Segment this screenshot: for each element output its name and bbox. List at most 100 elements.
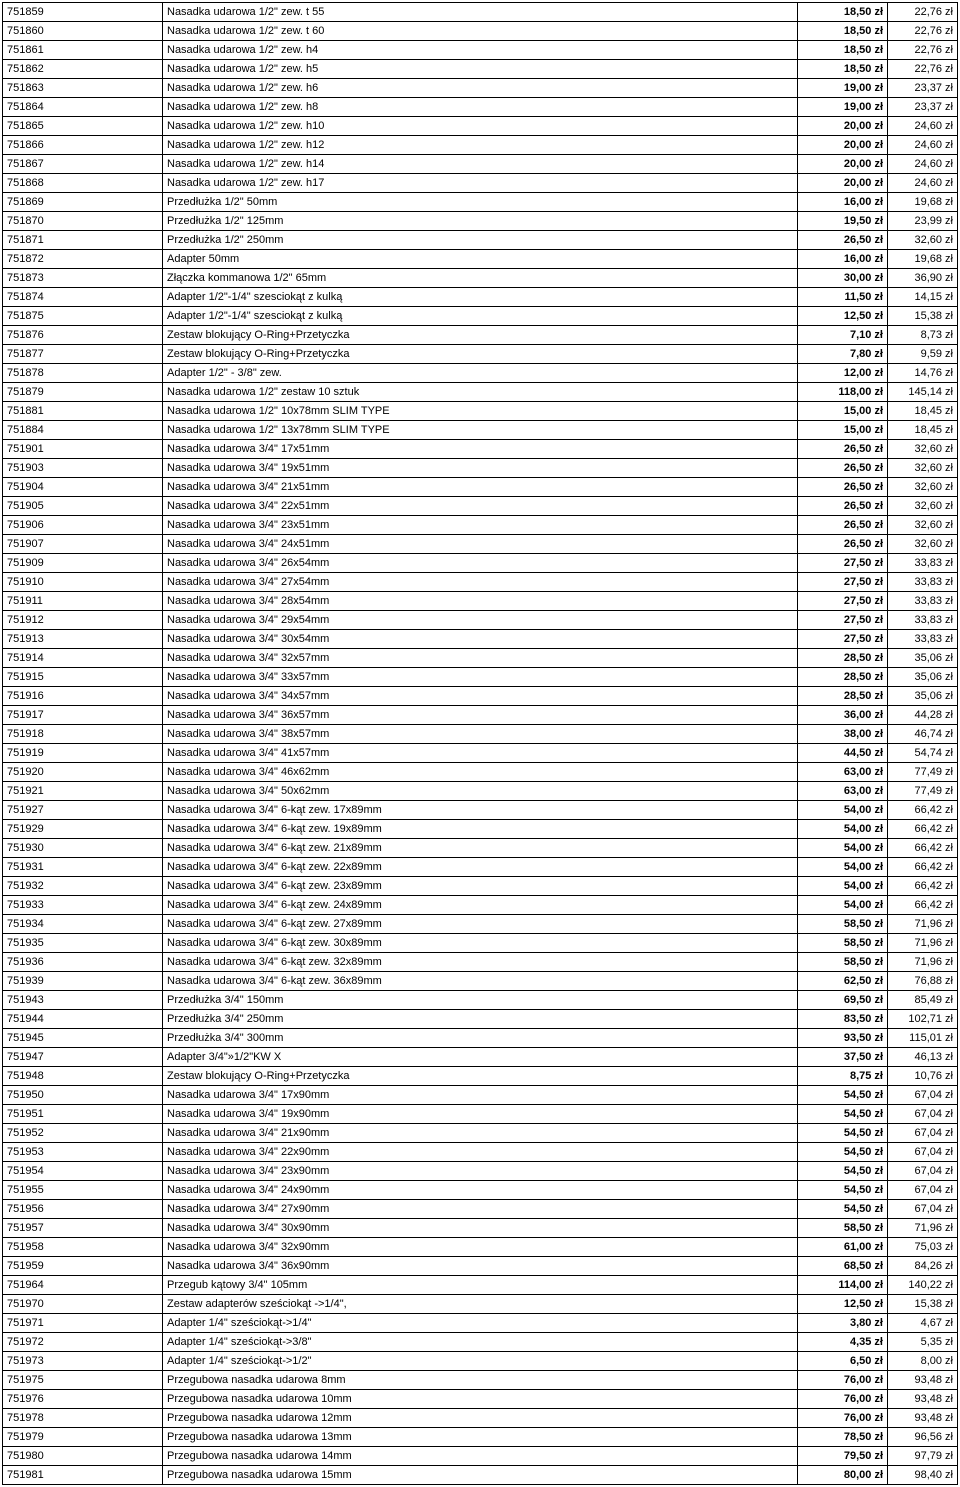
price-net: 4,35 zł xyxy=(798,1333,888,1352)
product-code: 751903 xyxy=(3,459,163,478)
price-net: 12,50 zł xyxy=(798,307,888,326)
price-net: 54,50 zł xyxy=(798,1105,888,1124)
price-gross: 24,60 zł xyxy=(888,174,958,193)
table-row: 751860Nasadka udarowa 1/2" zew. t 6018,5… xyxy=(3,22,958,41)
price-gross: 32,60 zł xyxy=(888,516,958,535)
price-net: 37,50 zł xyxy=(798,1048,888,1067)
price-gross: 32,60 zł xyxy=(888,440,958,459)
price-net: 26,50 zł xyxy=(798,459,888,478)
table-row: 751906Nasadka udarowa 3/4" 23x51mm26,50 … xyxy=(3,516,958,535)
product-code: 751952 xyxy=(3,1124,163,1143)
product-code: 751964 xyxy=(3,1276,163,1295)
price-gross: 32,60 zł xyxy=(888,231,958,250)
price-gross: 35,06 zł xyxy=(888,649,958,668)
price-gross: 22,76 zł xyxy=(888,22,958,41)
table-row: 751861Nasadka udarowa 1/2" zew. h418,50 … xyxy=(3,41,958,60)
table-row: 751930Nasadka udarowa 3/4" 6-kąt zew. 21… xyxy=(3,839,958,858)
price-gross: 46,13 zł xyxy=(888,1048,958,1067)
product-description: Nasadka udarowa 1/2" zew. h8 xyxy=(163,98,798,117)
price-net: 19,50 zł xyxy=(798,212,888,231)
table-row: 751957Nasadka udarowa 3/4" 30x90mm58,50 … xyxy=(3,1219,958,1238)
price-net: 15,00 zł xyxy=(798,421,888,440)
price-table-body: 751859Nasadka udarowa 1/2" zew. t 5518,5… xyxy=(3,3,958,1485)
table-row: 751971Adapter 1/4" sześciokąt->1/4"3,80 … xyxy=(3,1314,958,1333)
table-row: 751954Nasadka udarowa 3/4" 23x90mm54,50 … xyxy=(3,1162,958,1181)
price-net: 63,00 zł xyxy=(798,782,888,801)
product-description: Nasadka udarowa 1/2" zew. h10 xyxy=(163,117,798,136)
product-description: Nasadka udarowa 3/4" 6-kąt zew. 23x89mm xyxy=(163,877,798,896)
table-row: 751879Nasadka udarowa 1/2" zestaw 10 szt… xyxy=(3,383,958,402)
product-description: Nasadka udarowa 3/4" 30x90mm xyxy=(163,1219,798,1238)
product-code: 751955 xyxy=(3,1181,163,1200)
product-code: 751953 xyxy=(3,1143,163,1162)
product-description: Nasadka udarowa 3/4" 17x51mm xyxy=(163,440,798,459)
table-row: 751945Przedłużka 3/4" 300mm93,50 zł115,0… xyxy=(3,1029,958,1048)
product-description: Przedłużka 1/2" 125mm xyxy=(163,212,798,231)
price-gross: 67,04 zł xyxy=(888,1143,958,1162)
price-gross: 33,83 zł xyxy=(888,611,958,630)
price-gross: 115,01 zł xyxy=(888,1029,958,1048)
price-net: 79,50 zł xyxy=(798,1447,888,1466)
product-code: 751872 xyxy=(3,250,163,269)
product-description: Nasadka udarowa 1/2" zew. h17 xyxy=(163,174,798,193)
price-gross: 32,60 zł xyxy=(888,535,958,554)
price-gross: 76,88 zł xyxy=(888,972,958,991)
price-gross: 93,48 zł xyxy=(888,1409,958,1428)
product-code: 751912 xyxy=(3,611,163,630)
product-code: 751980 xyxy=(3,1447,163,1466)
table-row: 751920Nasadka udarowa 3/4" 46x62mm63,00 … xyxy=(3,763,958,782)
price-net: 8,75 zł xyxy=(798,1067,888,1086)
price-gross: 67,04 zł xyxy=(888,1105,958,1124)
table-row: 751878Adapter 1/2" - 3/8" zew.12,00 zł14… xyxy=(3,364,958,383)
price-net: 16,00 zł xyxy=(798,250,888,269)
price-gross: 71,96 zł xyxy=(888,934,958,953)
product-description: Nasadka udarowa 3/4" 22x90mm xyxy=(163,1143,798,1162)
price-net: 18,50 zł xyxy=(798,3,888,22)
price-net: 83,50 zł xyxy=(798,1010,888,1029)
table-row: 751865Nasadka udarowa 1/2" zew. h1020,00… xyxy=(3,117,958,136)
price-net: 28,50 zł xyxy=(798,668,888,687)
price-net: 28,50 zł xyxy=(798,649,888,668)
price-net: 58,50 zł xyxy=(798,953,888,972)
price-gross: 77,49 zł xyxy=(888,782,958,801)
product-code: 751919 xyxy=(3,744,163,763)
price-net: 54,00 zł xyxy=(798,877,888,896)
table-row: 751870Przedłużka 1/2" 125mm19,50 zł23,99… xyxy=(3,212,958,231)
price-gross: 24,60 zł xyxy=(888,136,958,155)
price-net: 78,50 zł xyxy=(798,1428,888,1447)
product-description: Przegubowa nasadka udarowa 10mm xyxy=(163,1390,798,1409)
price-net: 16,00 zł xyxy=(798,193,888,212)
product-code: 751973 xyxy=(3,1352,163,1371)
product-description: Przedłużka 3/4" 150mm xyxy=(163,991,798,1010)
price-gross: 71,96 zł xyxy=(888,915,958,934)
product-description: Nasadka udarowa 1/2" zew. t 60 xyxy=(163,22,798,41)
table-row: 751859Nasadka udarowa 1/2" zew. t 5518,5… xyxy=(3,3,958,22)
price-net: 26,50 zł xyxy=(798,535,888,554)
product-description: Nasadka udarowa 1/2" 10x78mm SLIM TYPE xyxy=(163,402,798,421)
price-gross: 24,60 zł xyxy=(888,155,958,174)
table-row: 751978Przegubowa nasadka udarowa 12mm76,… xyxy=(3,1409,958,1428)
table-row: 751935Nasadka udarowa 3/4" 6-kąt zew. 30… xyxy=(3,934,958,953)
product-code: 751959 xyxy=(3,1257,163,1276)
price-net: 26,50 zł xyxy=(798,478,888,497)
product-code: 751947 xyxy=(3,1048,163,1067)
product-description: Złączka kommanowa 1/2" 65mm xyxy=(163,269,798,288)
product-description: Nasadka udarowa 3/4" 6-kąt zew. 27x89mm xyxy=(163,915,798,934)
price-net: 11,50 zł xyxy=(798,288,888,307)
price-net: 54,00 zł xyxy=(798,896,888,915)
price-net: 76,00 zł xyxy=(798,1390,888,1409)
price-net: 54,50 zł xyxy=(798,1162,888,1181)
price-gross: 18,45 zł xyxy=(888,421,958,440)
product-code: 751879 xyxy=(3,383,163,402)
product-description: Nasadka udarowa 3/4" 24x51mm xyxy=(163,535,798,554)
table-row: 751947Adapter 3/4"»1/2"KW X37,50 zł46,13… xyxy=(3,1048,958,1067)
table-row: 751866Nasadka udarowa 1/2" zew. h1220,00… xyxy=(3,136,958,155)
product-description: Nasadka udarowa 1/2" zew. t 55 xyxy=(163,3,798,22)
table-row: 751959Nasadka udarowa 3/4" 36x90mm68,50 … xyxy=(3,1257,958,1276)
price-net: 69,50 zł xyxy=(798,991,888,1010)
product-description: Zestaw blokujący O-Ring+Przetyczka xyxy=(163,1067,798,1086)
table-row: 751927Nasadka udarowa 3/4" 6-kąt zew. 17… xyxy=(3,801,958,820)
price-gross: 84,26 zł xyxy=(888,1257,958,1276)
product-description: Nasadka udarowa 3/4" 6-kąt zew. 32x89mm xyxy=(163,953,798,972)
product-code: 751906 xyxy=(3,516,163,535)
